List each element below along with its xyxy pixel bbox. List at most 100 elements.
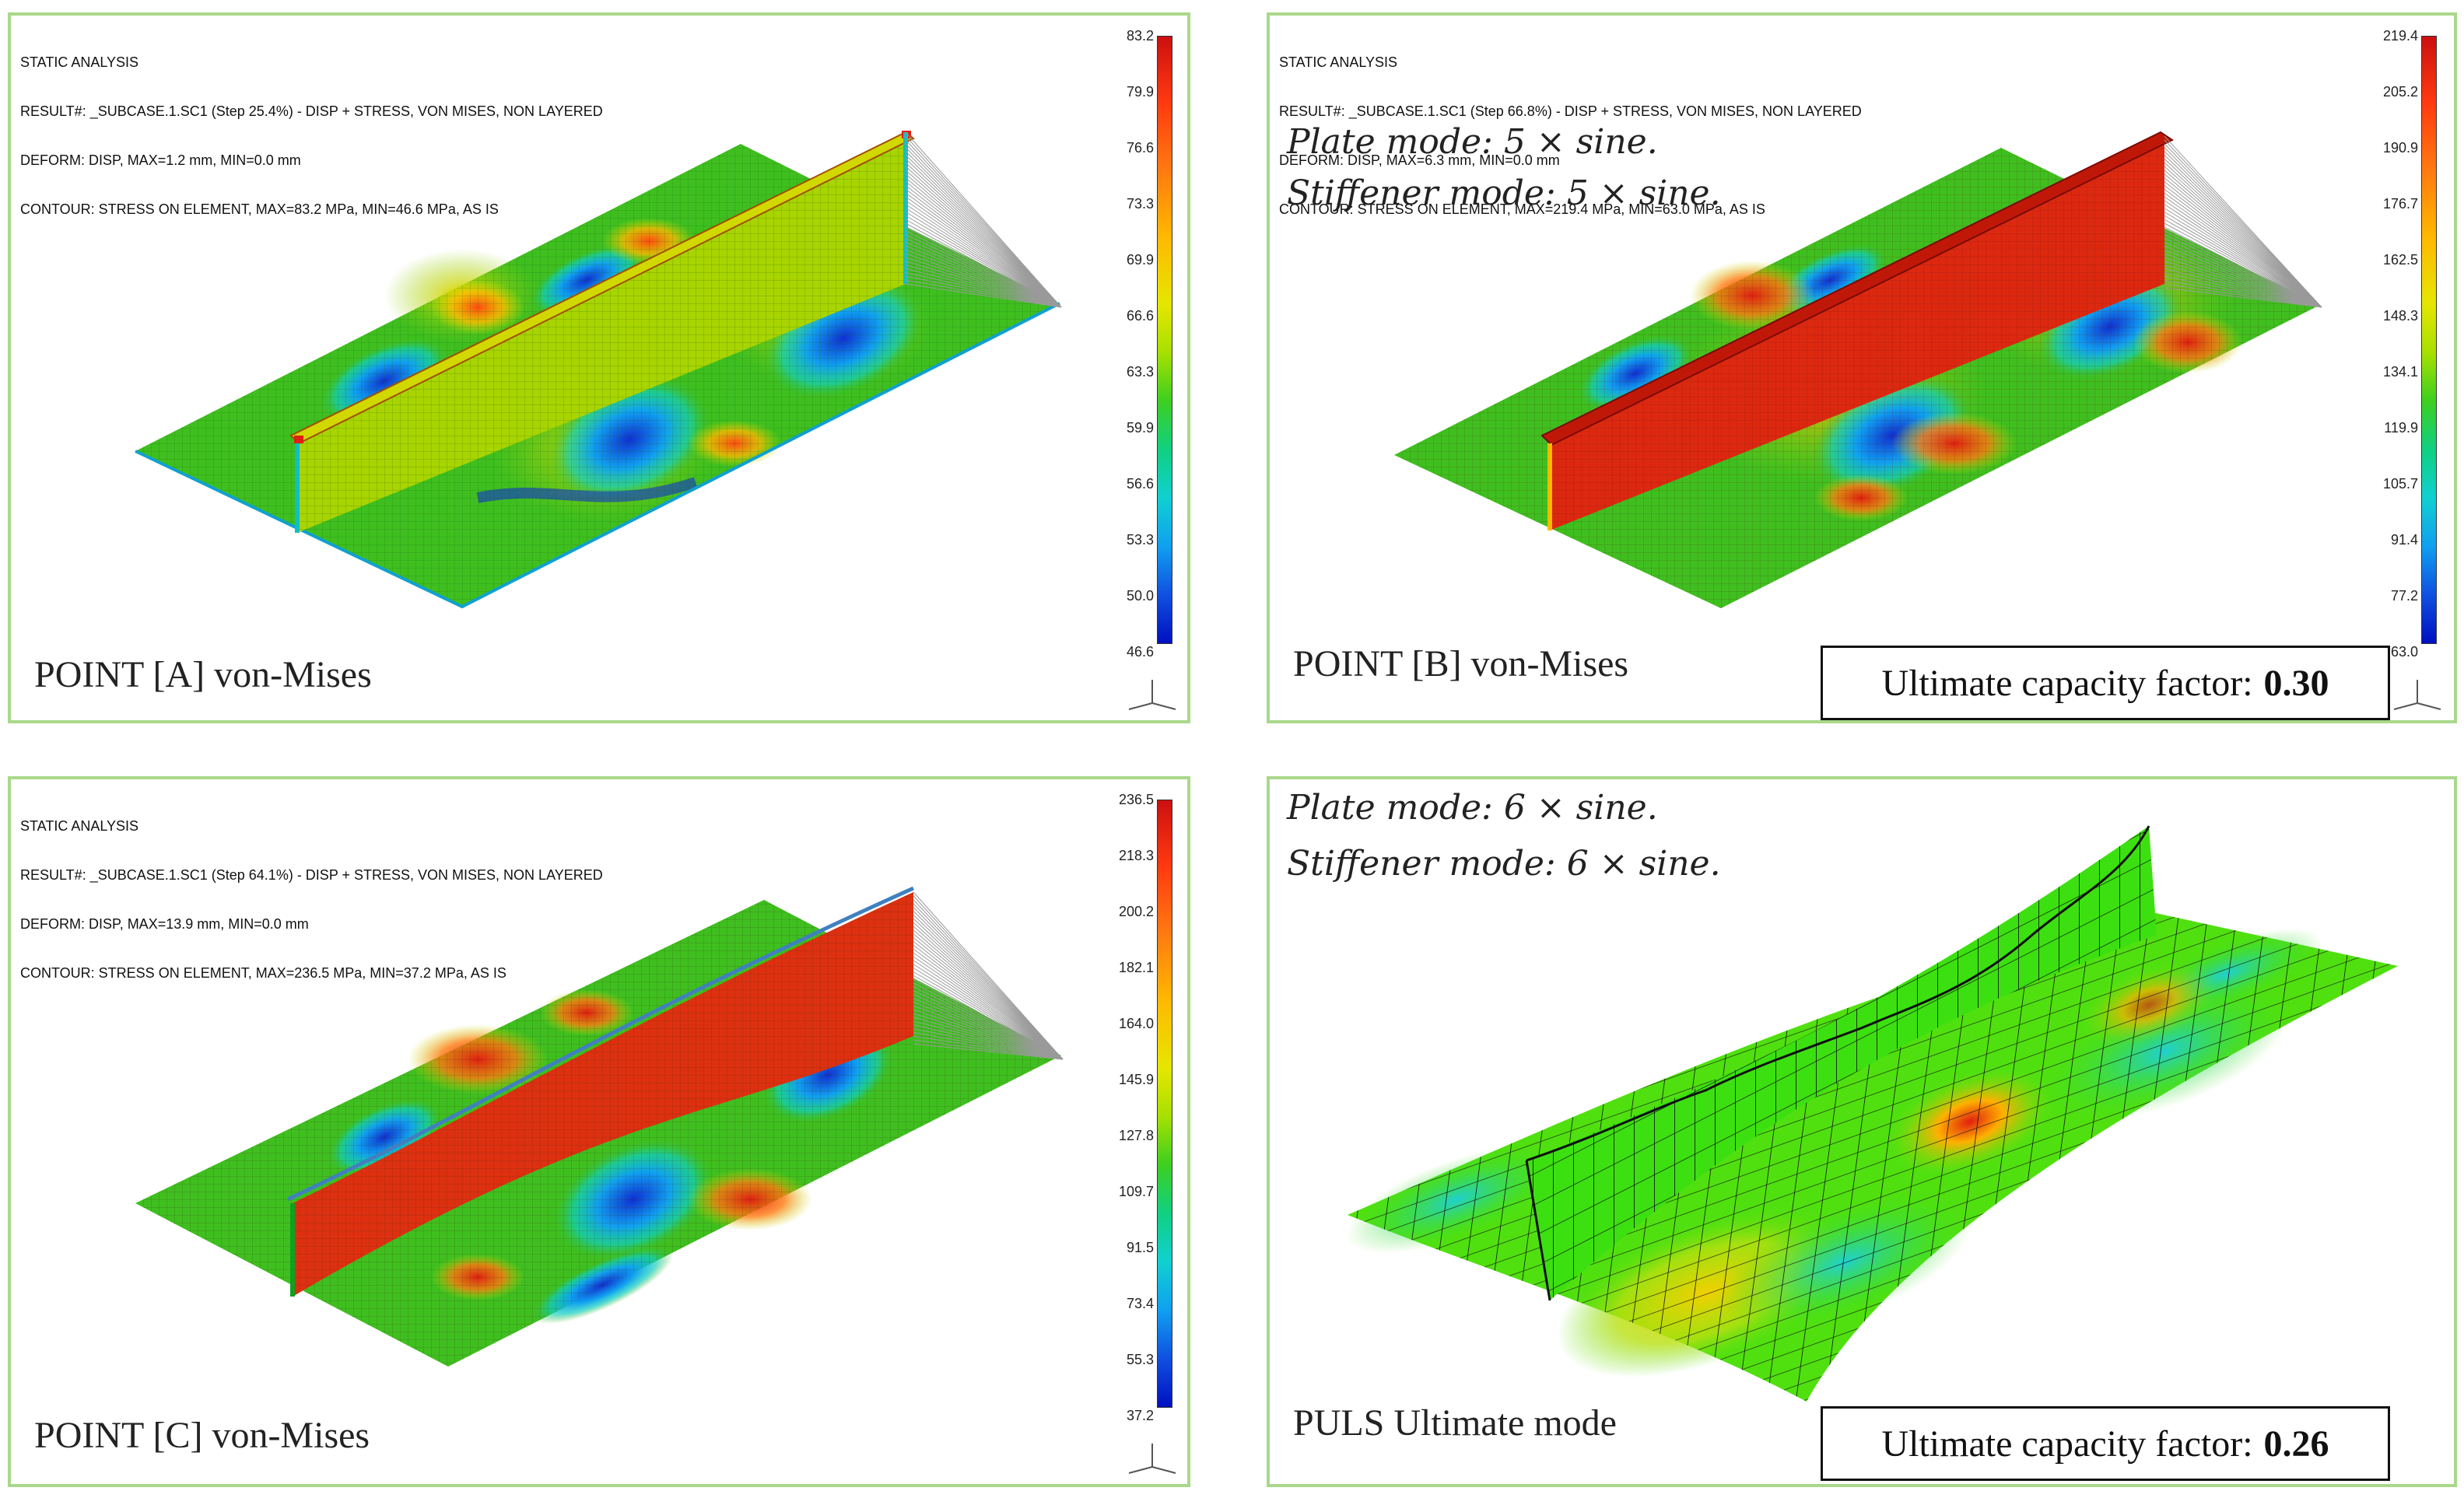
point-label: POINT [A] von-Mises <box>34 654 372 695</box>
spring-line <box>905 147 1062 308</box>
spring-line <box>905 204 1062 308</box>
spring-line <box>2164 226 2322 308</box>
spring-line <box>913 952 1064 1060</box>
panel-point-a: STATIC ANALYSIS RESULT#: _SUBCASE.1.SC1 … <box>8 12 1190 723</box>
spring-line <box>913 948 1064 1060</box>
colorbar-gradient <box>1157 800 1172 1408</box>
colorbar-tick: 66.6 <box>1126 308 1154 324</box>
spring-line <box>913 1035 1064 1060</box>
colorbar-tick: 164.0 <box>1118 1016 1154 1031</box>
spring-line <box>905 131 1062 308</box>
spring-line <box>913 899 1064 1060</box>
spring-line <box>913 1024 1064 1060</box>
boundary-springs <box>913 891 1064 1060</box>
stress-colorbar: 219.4 205.2 190.9 176.7 162.5 148.3 134.… <box>2368 28 2446 660</box>
header-line: STATIC ANALYSIS <box>20 818 139 834</box>
ultimate-capacity-box: Ultimate capacity factor: 0.30 <box>1821 646 2390 720</box>
colorbar-tick: 76.6 <box>1126 140 1154 156</box>
spring-line <box>2164 283 2322 308</box>
axis-triad-icon <box>2393 680 2441 710</box>
spring-line <box>905 261 1062 308</box>
spring-line <box>913 929 1064 1060</box>
spring-line <box>905 245 1062 308</box>
point-label: POINT [C] von-Mises <box>34 1415 370 1456</box>
colorbar-tick: 205.2 <box>2382 84 2418 100</box>
spring-line <box>2164 272 2322 308</box>
spring-line <box>2164 222 2322 308</box>
colorbar-gradient <box>1157 36 1172 644</box>
colorbar-tick: 119.9 <box>2384 420 2418 436</box>
spring-line <box>2164 155 2322 308</box>
spring-line <box>905 279 1062 308</box>
spring-line <box>905 158 1062 308</box>
axis-triad-icon <box>1128 680 1176 710</box>
header-line: RESULT#: _SUBCASE.1.SC1 (Step 25.4%) - D… <box>20 103 603 119</box>
spring-line <box>905 162 1062 308</box>
colorbar-tick: 162.5 <box>2382 252 2418 268</box>
spring-line <box>2164 275 2322 308</box>
header-line: STATIC ANALYSIS <box>1279 54 1398 70</box>
spring-line <box>2164 181 2322 308</box>
colorbar-tick: 145.9 <box>1118 1072 1154 1087</box>
spring-line <box>905 211 1062 308</box>
point-label: POINT [B] von-Mises <box>1293 643 1629 684</box>
spring-line <box>913 891 1064 1060</box>
ucf-value: 0.26 <box>2263 1423 2329 1465</box>
spring-line <box>913 964 1064 1060</box>
spring-line <box>905 234 1062 308</box>
spring-line <box>2164 204 2322 308</box>
colorbar-tick: 50.0 <box>1126 588 1154 604</box>
spring-line <box>2164 170 2322 308</box>
spring-line <box>2164 188 2322 308</box>
header-line: DEFORM: DISP, MAX=13.9 mm, MIN=0.0 mm <box>20 916 309 932</box>
spring-line <box>905 177 1062 308</box>
spring-line <box>913 911 1064 1060</box>
stiffener-mode-text: Stiffener mode: 5 × sine. <box>1287 173 1721 213</box>
spring-line <box>2164 219 2322 308</box>
spring-line <box>913 903 1064 1060</box>
spring-line <box>2164 253 2322 308</box>
header-line: RESULT#: _SUBCASE.1.SC1 (Step 66.8%) - D… <box>1279 103 1862 119</box>
fe-model-plot <box>135 131 1062 609</box>
colorbar-gradient <box>2421 36 2437 644</box>
colorbar-tick: 37.2 <box>1126 1408 1154 1423</box>
stiffener-web <box>1525 825 2157 1301</box>
spring-line <box>2164 151 2322 308</box>
fe-model-plot <box>1394 131 2322 608</box>
boundary-springs <box>2164 135 2322 308</box>
colorbar-tick: 236.5 <box>1118 792 1154 807</box>
analysis-header: STATIC ANALYSIS RESULT#: _SUBCASE.1.SC1 … <box>1279 22 1862 250</box>
header-line: DEFORM: DISP, MAX=1.2 mm, MIN=0.0 mm <box>20 152 301 168</box>
colorbar-tick: 46.6 <box>1126 644 1154 660</box>
colorbar-tick: 200.2 <box>1118 904 1154 919</box>
spring-line <box>905 271 1062 308</box>
colorbar-tick: 53.3 <box>1126 532 1154 548</box>
colorbar-tick: 105.7 <box>2382 476 2418 492</box>
spring-line <box>2164 215 2322 308</box>
colorbar-tick: 79.9 <box>1126 84 1154 100</box>
colorbar-tick: 77.2 <box>2390 588 2418 604</box>
spring-line <box>2164 245 2322 308</box>
spring-line <box>905 238 1062 308</box>
spring-line <box>2164 230 2322 308</box>
spring-line <box>913 994 1064 1060</box>
panel-puls-ultimate: Plate mode: 6 × sine. Stiffener mode: 6 … <box>1267 776 2457 1487</box>
spring-line <box>905 226 1062 308</box>
spring-line <box>913 982 1064 1060</box>
spring-line <box>913 918 1064 1060</box>
header-line: RESULT#: _SUBCASE.1.SC1 (Step 64.1%) - D… <box>20 867 603 883</box>
spring-line <box>2164 139 2322 308</box>
spring-line <box>913 944 1064 1060</box>
stress-colorbar: 236.5 218.3 200.2 182.1 164.0 145.9 127.… <box>1104 792 1182 1423</box>
spring-line <box>913 998 1064 1060</box>
spring-line <box>913 1005 1064 1060</box>
spring-line <box>913 1031 1064 1060</box>
spring-line <box>2164 212 2322 308</box>
puls-mode-plot <box>1346 825 2398 1402</box>
spring-line <box>2164 287 2322 308</box>
spring-line <box>905 143 1062 308</box>
spring-line <box>2164 196 2322 308</box>
colorbar-tick: 69.9 <box>1126 252 1154 268</box>
colorbar-tick: 63.0 <box>2390 644 2418 660</box>
spring-line <box>905 268 1062 308</box>
